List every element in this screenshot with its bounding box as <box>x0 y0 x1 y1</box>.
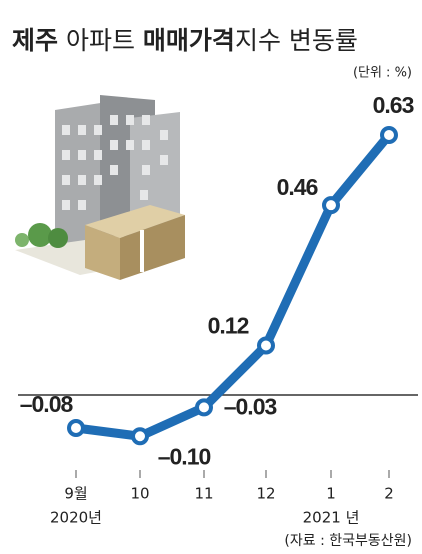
unit-label: (단위 : %) <box>353 66 412 81</box>
year-label: 2020년 <box>50 509 102 527</box>
point <box>133 429 147 443</box>
title-part: 아파트 <box>58 26 143 55</box>
value-label: –0.03 <box>224 393 277 419</box>
value-label: –0.08 <box>20 391 74 417</box>
x-tick-label: 11 <box>194 485 213 503</box>
value-label: 0.12 <box>208 313 249 339</box>
x-tick-label: 2 <box>384 485 394 503</box>
title-part: 제주 <box>12 26 58 55</box>
x-tick-label: 9월 <box>64 485 87 503</box>
point <box>197 400 211 414</box>
title-part: 매매가격 <box>143 26 235 55</box>
x-tick-label: 1 <box>326 485 336 503</box>
year-label: 2021 년 <box>303 509 360 527</box>
chart-title: 제주 아파트 매매가격지수 변동률 <box>12 26 358 55</box>
chart: 제주 아파트 매매가격지수 변동률 (단위 : %) (자료 : 한국부동산원)… <box>0 0 422 554</box>
value-label: –0.10 <box>158 443 211 469</box>
x-tick-label: 12 <box>256 485 275 503</box>
point <box>259 338 273 352</box>
value-label: 0.46 <box>277 174 318 200</box>
source: (자료 : 한국부동산원) <box>284 533 412 549</box>
point <box>324 198 338 212</box>
x-tick-label: 10 <box>130 485 149 503</box>
value-label: 0.63 <box>373 92 414 118</box>
point <box>382 128 396 142</box>
point <box>69 421 83 435</box>
title-part: 지수 변동률 <box>235 26 358 55</box>
illustration <box>15 95 185 280</box>
